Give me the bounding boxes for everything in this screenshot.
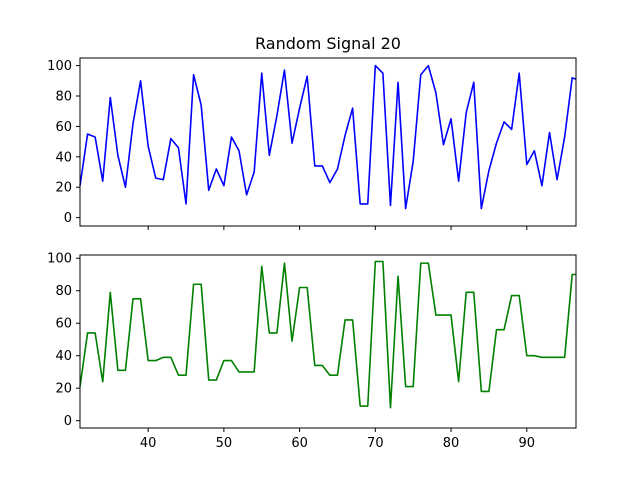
bottom-y-tick-label: 20 — [55, 382, 72, 397]
top-y-axis: 0 20 40 60 80 100 — [47, 59, 80, 226]
bottom-x-tick-label: 80 — [443, 436, 460, 451]
chart-title: Random Signal 20 — [255, 34, 401, 53]
top-y-tick-label: 0 — [64, 211, 72, 226]
bottom-x-axis: 40 50 60 70 80 90 — [140, 428, 535, 451]
top-plot-frame — [79, 57, 577, 227]
bottom-y-axis: 0 20 40 60 80 100 — [47, 252, 80, 429]
bottom-plot-frame — [79, 254, 577, 429]
bottom-y-tick-label: 60 — [55, 317, 72, 332]
top-series-line — [79, 64, 577, 210]
bottom-y-tick-label: 40 — [55, 349, 72, 364]
bottom-x-tick-label: 40 — [140, 436, 157, 451]
top-y-tick-label: 100 — [47, 59, 72, 74]
bottom-x-tick-label: 90 — [519, 436, 536, 451]
bottom-x-tick-label: 50 — [216, 436, 233, 451]
top-y-tick-label: 60 — [55, 120, 72, 135]
bottom-y-tick-label: 0 — [64, 414, 72, 429]
top-y-tick-label: 40 — [55, 150, 72, 165]
bottom-signal-plot: 0 20 40 60 80 100 40 50 60 70 80 90 — [47, 252, 577, 451]
bottom-series-line — [79, 260, 576, 409]
top-x-axis — [147, 226, 528, 230]
bottom-x-tick-label: 70 — [367, 436, 384, 451]
top-y-tick-label: 20 — [55, 181, 72, 196]
top-y-tick-label: 80 — [55, 90, 72, 105]
bottom-x-tick-label: 60 — [291, 436, 308, 451]
top-signal-plot: 0 20 40 60 80 100 — [47, 57, 577, 230]
bottom-y-tick-label: 100 — [47, 252, 72, 267]
bottom-y-tick-label: 80 — [55, 284, 72, 299]
